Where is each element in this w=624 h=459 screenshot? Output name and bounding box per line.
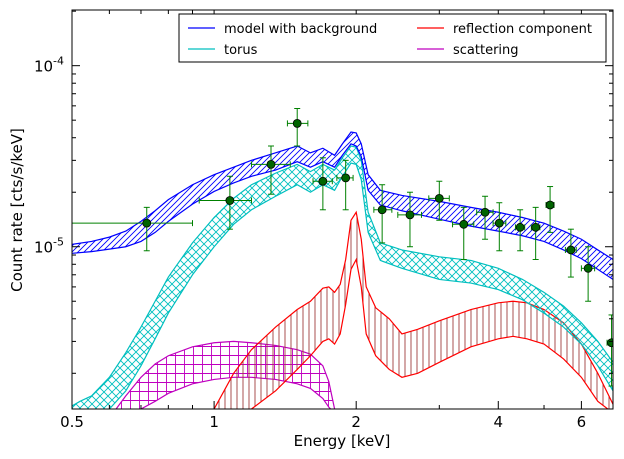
- x-tick-label: 1: [209, 413, 219, 431]
- data-marker: [607, 338, 613, 348]
- data-point: [606, 314, 613, 387]
- model-upper-line: [72, 131, 613, 261]
- scattering-upper-line: [115, 340, 336, 409]
- data-point: [286, 108, 309, 147]
- data-point: [373, 184, 393, 244]
- data-marker: [292, 118, 302, 128]
- data-point: [580, 246, 596, 302]
- legend-label-reflection: reflection component: [453, 22, 592, 37]
- data-point: [452, 206, 475, 261]
- legend-label-torus: torus: [224, 43, 258, 58]
- model-band: [72, 132, 613, 280]
- data-point: [492, 202, 507, 252]
- x-axis-label: Energy [keV]: [294, 432, 391, 450]
- reflection-lower-line: [248, 257, 609, 409]
- legend: model with background reflection compone…: [178, 13, 607, 63]
- torus-upper-line: [72, 145, 613, 407]
- torus-lower-line: [106, 162, 613, 409]
- data-marker: [459, 219, 469, 229]
- data-marker: [225, 196, 235, 205]
- model-lower-line: [72, 143, 613, 280]
- data-marker: [318, 176, 328, 186]
- data-marker: [545, 200, 555, 210]
- data-point: [428, 180, 450, 221]
- y-axis-label: Count rate [cts/s/keV]: [8, 128, 26, 292]
- data-marker: [531, 222, 541, 232]
- data-marker: [515, 222, 525, 232]
- data-point: [72, 206, 193, 252]
- x-tick-label: 0.5: [60, 413, 84, 431]
- legend-label-scattering: scattering: [453, 43, 519, 58]
- x-tick-label: 4: [494, 413, 504, 431]
- data-marker: [341, 173, 351, 183]
- data-point: [198, 175, 252, 230]
- data-point: [530, 206, 541, 261]
- data-point: [336, 159, 354, 211]
- data-marker: [583, 263, 593, 273]
- x-tick-label: 2: [351, 413, 361, 431]
- data-point: [545, 186, 555, 233]
- data-marker: [142, 218, 152, 228]
- data-marker: [566, 245, 576, 255]
- y-tick-label: 10-5: [34, 236, 64, 257]
- legend-label-model: model with background: [224, 22, 377, 37]
- data-point: [514, 209, 526, 252]
- model-bands: [72, 131, 613, 409]
- data-marker: [405, 210, 415, 220]
- data-marker: [494, 218, 504, 228]
- data-point: [250, 145, 291, 195]
- data-points: [72, 108, 613, 387]
- data-point: [312, 157, 333, 211]
- legend-box: [178, 13, 607, 63]
- data-marker: [480, 207, 490, 217]
- x-tick-label: 6: [577, 413, 587, 431]
- data-marker: [434, 193, 444, 203]
- torus-band: [72, 146, 613, 409]
- data-marker: [266, 159, 276, 169]
- plot-frame: [71, 9, 614, 410]
- data-point: [476, 195, 494, 240]
- data-marker: [377, 205, 387, 215]
- y-tick-label: 10-4: [34, 55, 64, 76]
- data-point: [564, 228, 577, 278]
- data-point: [397, 191, 422, 248]
- reflection-band: [214, 212, 613, 409]
